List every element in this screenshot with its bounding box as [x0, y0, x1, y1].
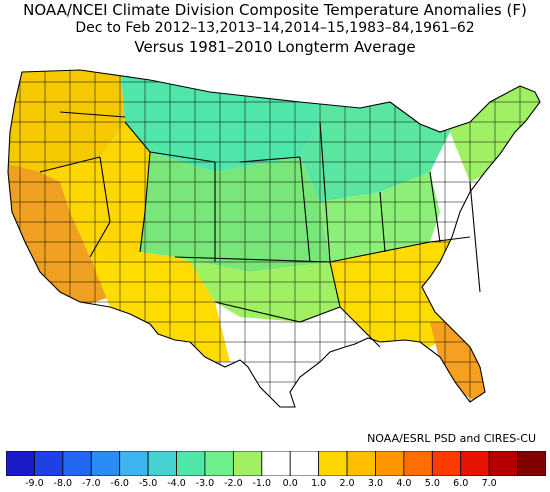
- color-scale-swatch: [90, 451, 121, 476]
- color-scale-label: -8.0: [53, 478, 73, 489]
- state-borders: [7, 69, 541, 408]
- color-scale-swatch: [232, 451, 263, 476]
- color-scale-swatch: [204, 451, 234, 476]
- us-climate-division-map: [7, 69, 541, 408]
- color-scale-swatch: [62, 451, 92, 476]
- color-scale-swatch: [34, 451, 64, 476]
- color-scale-swatch: [176, 451, 206, 476]
- region-southern-plains: [175, 257, 340, 322]
- color-scale-label: 7.0: [481, 478, 497, 489]
- color-scale-swatch: [517, 451, 546, 476]
- color-scale-label: -5.0: [138, 478, 158, 489]
- color-scale-swatch: [460, 451, 490, 476]
- color-scale-label: -1.0: [252, 478, 272, 489]
- color-scale-swatch: [375, 451, 405, 476]
- color-scale-swatch: [488, 451, 518, 476]
- color-scale-swatch: [403, 451, 433, 476]
- color-scale-swatch: [346, 451, 376, 476]
- color-scale-label: 2.0: [339, 478, 355, 489]
- data-source-credit: NOAA/ESRL PSD and CIRES-CU: [367, 432, 536, 445]
- color-scale-swatch: [147, 451, 177, 476]
- map-title: NOAA/NCEI Climate Division Composite Tem…: [23, 1, 527, 19]
- color-scale-label: 5.0: [424, 478, 440, 489]
- color-scale-label: 1.0: [311, 478, 327, 489]
- color-scale-swatch: [261, 451, 291, 476]
- region-pacific-northwest: [8, 70, 125, 172]
- map-period-subtitle: Dec to Feb 2012–13,2013–14,2014–15,1983–…: [75, 20, 475, 36]
- color-scale-label: -7.0: [81, 478, 101, 489]
- color-scale-bar: [6, 451, 546, 476]
- color-scale-label: 6.0: [453, 478, 469, 489]
- region-california: [8, 162, 110, 307]
- region-texas-gulf: [215, 302, 380, 397]
- color-scale-swatch: [6, 451, 35, 476]
- color-scale-swatch: [119, 451, 149, 476]
- color-scale-label: 0.0: [282, 478, 298, 489]
- color-scale-label: 3.0: [367, 478, 384, 489]
- color-scale-swatch: [318, 451, 348, 476]
- color-scale-label: -2.0: [224, 478, 243, 489]
- region-ohio-valley: [320, 172, 440, 262]
- color-scale-label: -4.0: [167, 478, 186, 489]
- map-baseline-subtitle: Versus 1981–2010 Longterm Average: [134, 38, 416, 56]
- color-scale-label: -6.0: [110, 478, 129, 489]
- color-scale-swatch: [431, 451, 462, 476]
- color-scale-label: -9.0: [25, 478, 44, 489]
- color-scale-label: -3.0: [195, 478, 215, 489]
- color-scale-swatch: [289, 451, 320, 476]
- color-scale-label: 4.0: [396, 478, 412, 489]
